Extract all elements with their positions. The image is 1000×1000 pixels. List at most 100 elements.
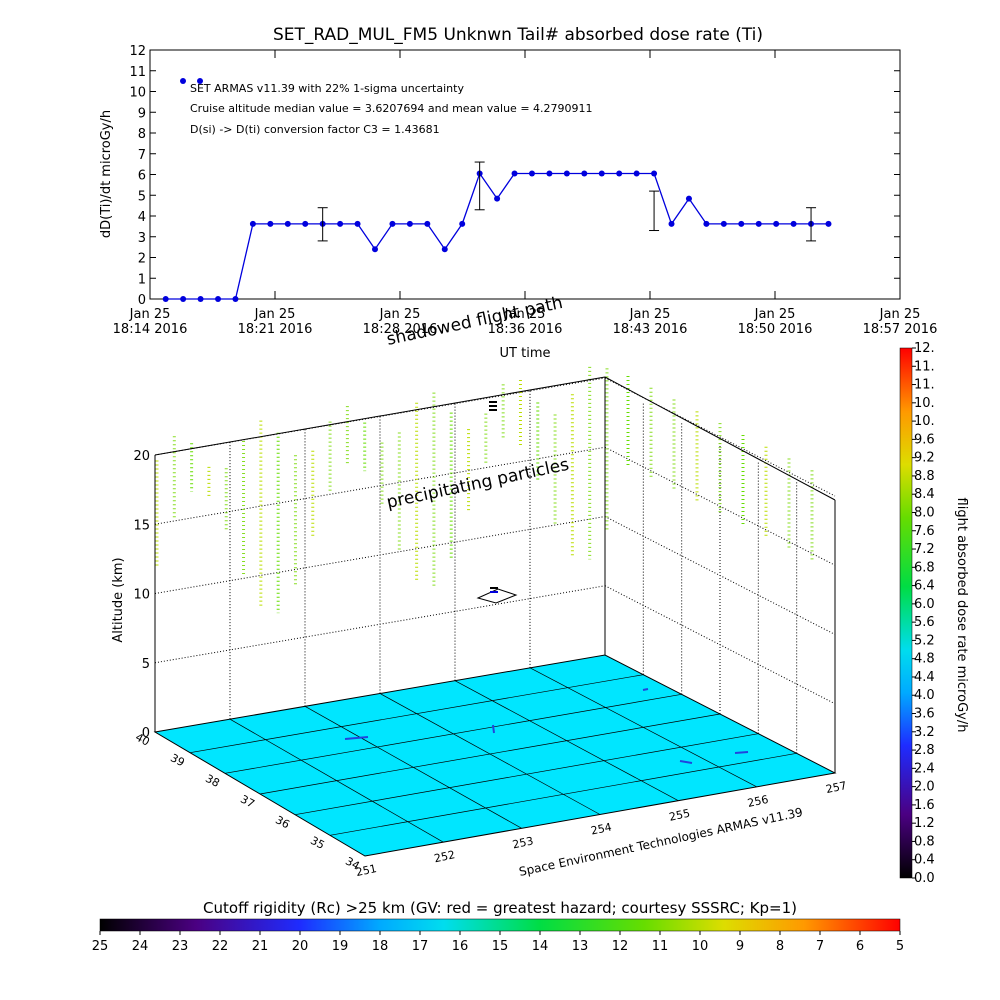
data-point <box>389 220 396 227</box>
data-point <box>511 170 518 177</box>
floor-mark <box>734 751 749 754</box>
latitude-ticks: 40 39 38 37 36 35 34 <box>133 731 361 873</box>
data-point <box>197 296 204 302</box>
dose-tick-label: 0.8 <box>914 834 935 849</box>
altitude-ticks: 0 5 10 15 20 <box>133 449 150 741</box>
altitude-tick-label: 10 <box>133 588 150 603</box>
altitude-tick-label: 15 <box>133 518 150 533</box>
y-tick-label: 0 <box>138 293 146 308</box>
y-tick-label: 2 <box>138 252 146 267</box>
cutoff-tick-label: 9 <box>736 939 744 954</box>
data-point <box>441 246 448 253</box>
data-point <box>668 220 675 227</box>
dose-tick-label: 3.6 <box>914 707 935 722</box>
cutoff-tick-label: 15 <box>492 939 509 954</box>
cutoff-tick-label: 25 <box>92 939 109 954</box>
data-point <box>284 220 291 227</box>
cutoff-tick-label: 19 <box>332 939 349 954</box>
y-tick-label: 6 <box>138 169 146 184</box>
longitude-tick-label: 251 <box>355 862 378 879</box>
dose-tick-label: 5.6 <box>914 615 935 630</box>
x-tick-label-time: 18:14 2016 <box>113 322 188 337</box>
data-point <box>755 220 762 227</box>
data-point <box>685 195 692 202</box>
data-point <box>267 220 274 227</box>
data-point <box>302 220 309 227</box>
longitude-tick-label: 255 <box>668 807 691 824</box>
dose-colorbar-label: flight absorbed dose rate microGy/h <box>954 498 969 733</box>
data-point <box>494 195 501 202</box>
y-tick-label: 3 <box>138 231 146 246</box>
latitude-tick-label: 38 <box>203 772 221 790</box>
cutoff-tick-label: 16 <box>452 939 469 954</box>
cutoff-colorbar <box>99 918 901 932</box>
dose-tick-label: 10. <box>914 414 935 429</box>
x-tick-label-time: 18:43 2016 <box>613 322 688 337</box>
dose-tick-label: 11. <box>914 378 935 393</box>
data-point <box>598 170 605 177</box>
dose-tick-label: 12. <box>914 341 935 356</box>
x-tick-label-date: Jan 25 <box>754 307 796 322</box>
cutoff-tick-label: 6 <box>856 939 864 954</box>
altitude-tick-label: 20 <box>133 449 150 464</box>
data-point <box>616 170 623 177</box>
floor-mark <box>642 688 649 691</box>
data-point <box>633 170 640 177</box>
droplines <box>155 366 814 614</box>
annotation-uncertainty: SET ARMAS v11.39 with 22% 1-sigma uncert… <box>190 82 464 95</box>
cutoff-tick-label: 10 <box>692 939 709 954</box>
floor-mark <box>492 724 495 734</box>
data-point <box>773 220 780 227</box>
longitude-tick-label: 257 <box>825 779 848 796</box>
data-point <box>406 220 413 227</box>
data-point <box>337 220 344 227</box>
data-point <box>232 296 239 302</box>
altitude-tick-label: 5 <box>142 657 150 672</box>
floor-gridlines <box>189 667 797 843</box>
data-point <box>563 170 570 177</box>
dose-tick-label: 2.8 <box>914 743 935 758</box>
y-tick-label: 8 <box>138 127 146 142</box>
y-tick-label: 7 <box>138 148 146 163</box>
data-point <box>790 220 797 227</box>
y-axis-label: dD(Ti)/dt microGy/h <box>99 110 114 238</box>
data-point <box>546 170 553 177</box>
cutoff-tick-label: 14 <box>532 939 549 954</box>
dose-tick-label: 4.8 <box>914 652 935 667</box>
longitude-tick-label: 254 <box>590 821 613 838</box>
annotation-precipitating: precipitating particles <box>385 455 571 513</box>
dose-tick-label: 8.8 <box>914 469 935 484</box>
data-point <box>581 170 588 177</box>
y-tick-label: 9 <box>138 106 146 121</box>
y-tick-label: 5 <box>138 189 146 204</box>
cutoff-tick-label: 17 <box>412 939 429 954</box>
3d-edge <box>154 376 606 456</box>
dose-tick-label: 9.2 <box>914 451 935 466</box>
3d-plot: 0 5 10 15 20 Altitude (km) 40 39 38 37 36 35 34 25… <box>111 293 848 879</box>
latitude-tick-label: 37 <box>238 793 256 811</box>
latitude-tick-label: 34 <box>343 855 361 873</box>
legend-marker-b <box>197 78 203 84</box>
data-point <box>651 170 658 177</box>
dose-tick-label: 1.2 <box>914 816 935 831</box>
cutoff-tick-label: 5 <box>896 939 904 954</box>
cutoff-tick-label: 8 <box>776 939 784 954</box>
dose-tick-label: 7.6 <box>914 524 935 539</box>
altitude-tick-label: 0 <box>142 726 150 741</box>
x-tick-label-time: 18:21 2016 <box>238 322 313 337</box>
x-tick-label-date: Jan 25 <box>379 307 421 322</box>
longitude-ticks: 251 252 253 254 255 256 257 <box>355 779 848 879</box>
dose-tick-label: 2.4 <box>914 761 935 776</box>
data-point <box>738 220 745 227</box>
dose-tick-label: 7.2 <box>914 542 935 557</box>
floor-mark <box>679 760 693 764</box>
data-point <box>424 220 431 227</box>
y-tick-label: 10 <box>129 86 146 101</box>
x-tick-label-date: Jan 25 <box>879 307 921 322</box>
dose-colorbar-ticks: 0.0 0.4 0.8 1.2 1.6 2.0 2.4 2.8 3.2 3.6 4.0 4.4 4.8 5… <box>912 341 935 886</box>
data-point <box>249 220 256 227</box>
latitude-tick-label: 35 <box>308 834 326 852</box>
dose-tick-label: 0.0 <box>914 871 935 886</box>
floor-gridline <box>329 752 797 836</box>
